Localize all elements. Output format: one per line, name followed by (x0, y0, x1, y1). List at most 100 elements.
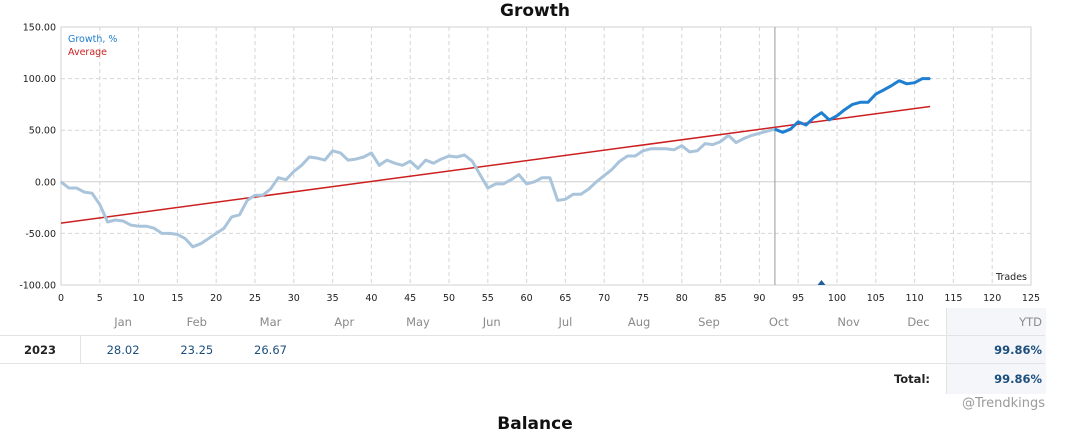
growth-point (215, 232, 217, 234)
growth-point (875, 93, 877, 95)
growth-point (394, 162, 396, 164)
table-header-row: Jan Feb Mar Apr May Jun Jul Aug Sep Oct Nov Dec YTD (0, 308, 1046, 335)
x-tick-label: 70 (598, 293, 610, 304)
growth-point (293, 170, 295, 173)
table-row: 2023 28.02 23.25 26.67 99.86% (0, 335, 1046, 364)
growth-point (440, 158, 442, 160)
growth-point (805, 124, 807, 126)
month-header-oct: Oct (768, 314, 789, 329)
growth-point (673, 149, 675, 151)
growth-point (68, 187, 70, 189)
x-tick-label: 15 (171, 293, 183, 304)
growth-point (145, 225, 147, 227)
growth-point (153, 227, 155, 229)
month-header-mar: Mar (259, 314, 282, 329)
growth-point (526, 183, 528, 185)
balance-title: Balance (497, 414, 573, 434)
growth-point (766, 130, 768, 132)
growth-point (813, 117, 815, 119)
month-header-apr: Apr (334, 314, 355, 329)
ytd-column (946, 364, 1046, 394)
x-tick-label: 25 (249, 293, 261, 304)
x-tick-label: 125 (1022, 293, 1040, 304)
growth-point (820, 112, 823, 114)
month-header-may: May (406, 314, 430, 329)
growth-point (277, 177, 279, 179)
y-tick-label: -100.00 (19, 281, 56, 292)
growth-point (867, 101, 869, 103)
y-tick-label: 100.00 (23, 74, 56, 85)
growth-point (688, 151, 691, 153)
x-axis-label: Trades (995, 272, 1027, 283)
growth-point (363, 156, 365, 158)
y-tick-label: 50.00 (29, 126, 56, 137)
growth-point (665, 148, 667, 150)
x-tick-label: 35 (327, 293, 339, 304)
x-tick-label: 105 (867, 293, 885, 304)
growth-point (789, 128, 792, 130)
growth-point (479, 173, 481, 176)
ytd-value: 99.86% (994, 342, 1042, 357)
y-tick-label: -50.00 (25, 229, 56, 240)
total-label: Total: (893, 372, 930, 386)
growth-point (60, 181, 62, 183)
month-header-sep: Sep (698, 314, 720, 329)
y-tick-label: 150.00 (23, 23, 56, 34)
growth-point (409, 160, 411, 162)
growth-point (890, 85, 892, 87)
x-tick-label: 10 (133, 293, 145, 304)
ytd-column (946, 336, 1046, 363)
growth-point (138, 225, 140, 227)
growth-point (176, 233, 178, 236)
month-value-jun (457, 336, 527, 363)
growth-point (611, 168, 613, 171)
growth-point (580, 193, 582, 195)
total-row: Total: 99.86% (0, 364, 1046, 394)
growth-point (696, 150, 698, 152)
x-tick-label: 20 (210, 293, 222, 304)
growth-point (588, 188, 590, 190)
year-divider (80, 336, 81, 363)
month-header-dec: Dec (907, 314, 930, 329)
month-header-jan: Jan (114, 314, 132, 329)
growth-point (401, 164, 404, 166)
total-value: 99.86% (994, 372, 1042, 386)
growth-point (828, 119, 830, 121)
growth-point (494, 183, 497, 185)
legend-average: Average (68, 47, 107, 58)
growth-point (595, 181, 598, 183)
legend-growth: Growth, % (68, 34, 117, 45)
growth-point (642, 150, 644, 152)
growth-point (758, 132, 761, 134)
growth-point (285, 179, 287, 181)
growth-point (91, 192, 93, 194)
growth-point (650, 148, 652, 150)
growth-point (332, 150, 334, 152)
growth-point (898, 80, 900, 82)
growth-point (448, 155, 450, 157)
growth-point (774, 128, 776, 130)
month-value-sep (674, 336, 744, 363)
growth-point (518, 173, 520, 176)
growth-point (432, 162, 435, 164)
growth-point (657, 148, 660, 150)
x-tick-label: 80 (676, 293, 688, 304)
x-tick-label: 115 (944, 293, 962, 304)
month-value-jan: 28.02 (106, 342, 140, 357)
growth-point (324, 159, 326, 161)
growth-point (487, 187, 489, 189)
growth-point (246, 199, 248, 201)
growth-point (355, 158, 357, 160)
x-tick-label: 45 (404, 293, 416, 304)
month-value-may (383, 336, 453, 363)
growth-point (269, 188, 272, 190)
growth-point (262, 194, 264, 196)
growth-point (200, 243, 202, 245)
x-tick-label: 40 (365, 293, 377, 304)
growth-point (743, 137, 745, 140)
growth-point (844, 108, 846, 111)
growth-point (619, 160, 621, 162)
growth-point (634, 155, 636, 157)
x-tick-label: 60 (521, 293, 533, 304)
growth-point (122, 220, 124, 222)
